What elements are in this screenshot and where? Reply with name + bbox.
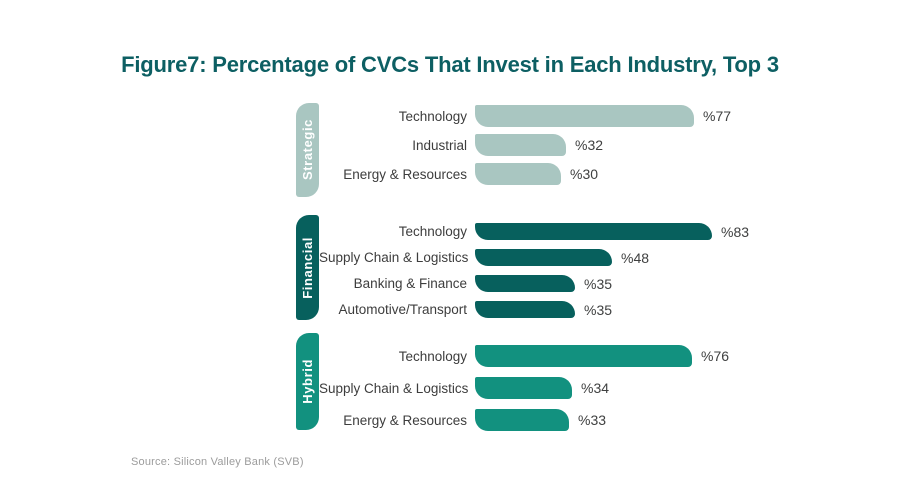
bar-hybrid-technology — [475, 345, 692, 367]
group-pill-hybrid: Hybrid — [296, 333, 319, 430]
group-label-hybrid: Hybrid — [300, 359, 315, 404]
value-label: %30 — [570, 166, 599, 182]
bar-row: Banking & Finance %35 — [319, 275, 749, 292]
bar-strategic-technology — [475, 105, 694, 127]
bar-row: Technology %83 — [319, 223, 749, 240]
bar-group-hybrid: Hybrid Technology %76 Supply Chain & Logist… — [296, 333, 729, 431]
category-label: Energy & Resources — [343, 412, 467, 428]
value-label: %48 — [621, 249, 650, 266]
bar-row: Automotive/Transport %35 — [319, 301, 749, 318]
value-label: %35 — [584, 275, 613, 292]
bar-strategic-energy-resources — [475, 163, 561, 185]
value-label: %76 — [701, 348, 730, 364]
bar-row: Supply Chain & Logistics %48 — [319, 249, 749, 266]
value-label: %77 — [703, 108, 732, 124]
value-label: %83 — [721, 223, 750, 240]
group-pill-financial: Financial — [296, 215, 319, 320]
bar-row: Energy & Resources %30 — [319, 163, 731, 185]
category-label: Technology — [398, 108, 467, 124]
category-label: Energy & Resources — [343, 166, 467, 182]
bar-rows-hybrid: Technology %76 Supply Chain & Logistics %34… — [319, 333, 729, 431]
bar-row: Technology %76 — [319, 345, 729, 367]
category-label: Supply Chain & Logistics — [319, 250, 469, 265]
value-label: %33 — [578, 412, 607, 428]
value-label: %32 — [575, 137, 604, 153]
bar-group-strategic: Strategic Technology %77 Industrial %32 Energ… — [296, 103, 731, 197]
bar-financial-technology — [475, 223, 712, 240]
bar-hybrid-supply-chain-logistics — [475, 377, 572, 399]
category-label: Technology — [398, 348, 467, 364]
category-label: Industrial — [412, 137, 467, 153]
chart-title: Figure7: Percentage of CVCs That Invest … — [121, 52, 779, 77]
source-note: Source: Silicon Valley Bank (SVB) — [131, 456, 304, 468]
bar-financial-automotive-transport — [475, 301, 575, 318]
bar-hybrid-energy-resources — [475, 409, 569, 431]
value-label: %35 — [584, 301, 613, 318]
bar-row: Industrial %32 — [319, 134, 731, 156]
bar-financial-banking-finance — [475, 275, 575, 292]
bar-group-financial: Financial Technology %83 Supply Chain & Log… — [296, 215, 749, 320]
group-pill-strategic: Strategic — [296, 103, 319, 197]
bar-row: Technology %77 — [319, 105, 731, 127]
category-label: Supply Chain & Logistics — [319, 380, 469, 396]
category-label: Technology — [398, 224, 467, 239]
value-label: %34 — [581, 380, 610, 396]
bar-row: Energy & Resources %33 — [319, 409, 729, 431]
category-label: Automotive/Transport — [338, 302, 467, 317]
bar-rows-financial: Technology %83 Supply Chain & Logistics %48… — [319, 215, 749, 318]
bar-financial-supply-chain-logistics — [475, 249, 612, 266]
bar-strategic-industrial — [475, 134, 566, 156]
bar-row: Supply Chain & Logistics %34 — [319, 377, 729, 399]
bar-rows-strategic: Technology %77 Industrial %32 Energy & Resou… — [319, 103, 731, 185]
group-label-strategic: Strategic — [300, 119, 315, 181]
category-label: Banking & Finance — [353, 276, 467, 291]
group-label-financial: Financial — [300, 236, 315, 299]
